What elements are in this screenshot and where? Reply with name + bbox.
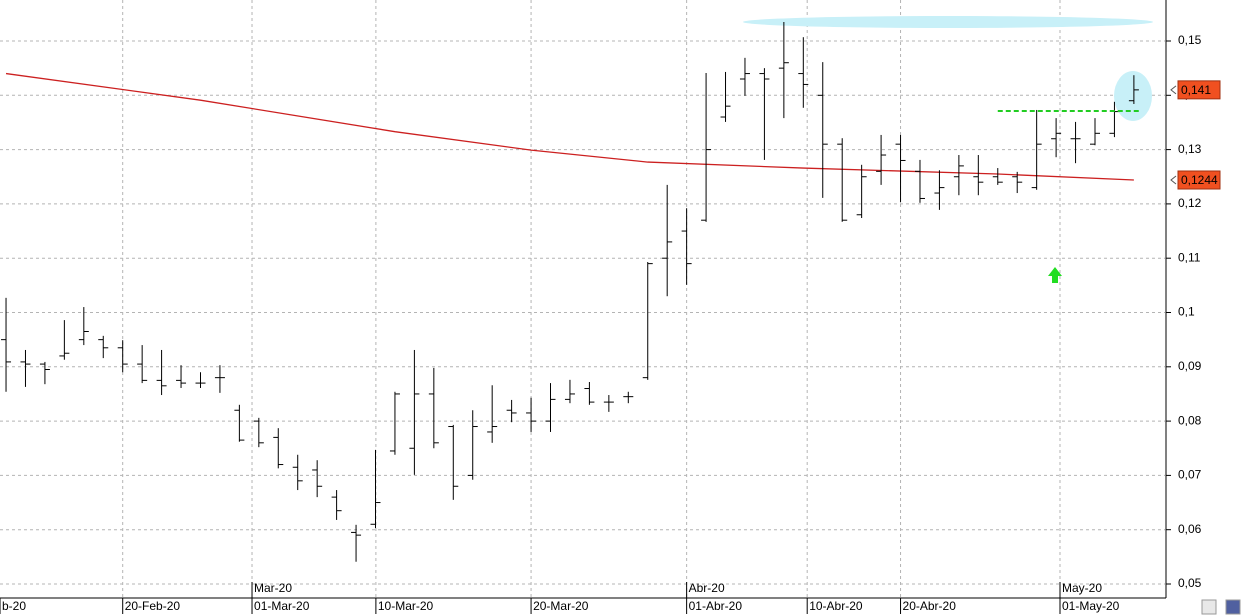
price-label: 0,141 xyxy=(1181,83,1211,97)
y-tick-label: 0,05 xyxy=(1178,576,1202,590)
y-tick-label: 0,11 xyxy=(1178,250,1201,264)
price-label-box xyxy=(1177,170,1221,190)
x-tick-label: 01-Mar-20 xyxy=(254,599,310,613)
axes: 0,050,060,070,080,090,10,110,120,130,140… xyxy=(0,33,1221,614)
grid xyxy=(0,0,1165,598)
plot-area xyxy=(1,21,1140,562)
y-tick-label: 0,09 xyxy=(1178,359,1202,373)
y-tick-label: 0,15 xyxy=(1178,33,1202,47)
highlight-band xyxy=(743,16,1153,28)
x-tick-label: 20-Mar-20 xyxy=(533,599,589,613)
x-tick-label: 10-Abr-20 xyxy=(809,599,863,613)
x-tick-label: b-20 xyxy=(2,599,26,613)
up-arrow xyxy=(1048,267,1062,283)
price-pointer xyxy=(1170,85,1177,95)
moving-average xyxy=(5,72,1134,181)
y-tick-label: 0,13 xyxy=(1178,142,1202,156)
highlight-circle xyxy=(1114,71,1152,121)
price-label: 0,1244 xyxy=(1181,173,1218,187)
price-label-box xyxy=(1177,80,1221,100)
y-tick-label: 0,08 xyxy=(1178,413,1202,427)
month-label: Abr-20 xyxy=(689,581,725,595)
x-tick-label: 20-Feb-20 xyxy=(125,599,181,613)
y-tick-label: 0,06 xyxy=(1178,522,1202,536)
x-tick-label: 01-May-20 xyxy=(1062,599,1120,613)
y-tick-label: 0,1 xyxy=(1178,305,1195,319)
price-pointer xyxy=(1170,175,1177,185)
x-tick-label: 10-Mar-20 xyxy=(378,599,434,613)
x-tick-label: 01-Abr-20 xyxy=(689,599,743,613)
y-tick-label: 0,12 xyxy=(1178,196,1202,210)
month-label: Mar-20 xyxy=(254,581,292,595)
save-icon[interactable] xyxy=(1225,599,1241,615)
y-tick-label: 0,07 xyxy=(1178,468,1202,482)
month-label: May-20 xyxy=(1062,581,1102,595)
toolbar-icon[interactable] xyxy=(1201,599,1217,615)
x-tick-label: 20-Abr-20 xyxy=(903,599,957,613)
